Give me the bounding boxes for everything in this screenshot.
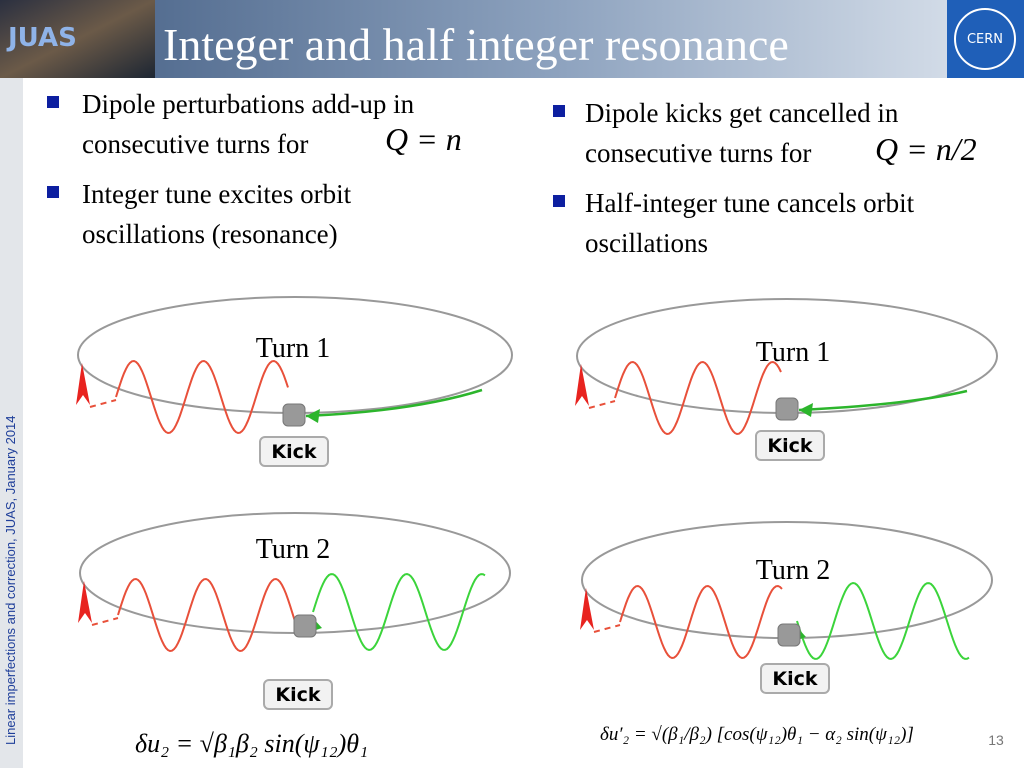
orbit-wave: [115, 359, 289, 435]
bullet-text: consecutive turns for: [82, 129, 308, 159]
kick-box: [760, 663, 830, 694]
kick-label: Kick: [767, 435, 812, 457]
kick-box: [263, 679, 333, 710]
green-orbit: [305, 388, 483, 418]
bullet-marker: [553, 195, 565, 207]
dashed-orbit: [89, 399, 117, 408]
orbit-wave: [614, 360, 782, 436]
bullet-marker: [553, 105, 565, 117]
red-arrow: [575, 364, 589, 406]
red-arrow: [78, 581, 92, 623]
sidebar: [0, 78, 23, 768]
header-band: [0, 0, 1024, 78]
ring: [79, 512, 511, 634]
turn-label: Turn 2: [256, 534, 330, 565]
kick-label: Kick: [271, 441, 316, 463]
cern-ring: [954, 8, 1016, 70]
kick-point: [293, 614, 317, 638]
bullet-text: oscillations (resonance): [82, 219, 338, 249]
bullet-marker: [47, 186, 59, 198]
kick-label: Kick: [772, 668, 817, 690]
dashed-orbit: [588, 400, 616, 409]
bullet-text: oscillations: [585, 228, 708, 258]
green-arrowhead: [799, 403, 813, 417]
turn-label: Turn 2: [756, 555, 830, 586]
page-number: 13: [988, 732, 1004, 748]
bullet-text: Half-integer tune cancels orbit: [585, 188, 915, 218]
kick-box: [755, 430, 825, 461]
kick-box: [259, 436, 329, 467]
inline-math: Q = n/2: [875, 131, 977, 167]
diagrams: Kick Turn 1 Kick Turn 2 Kick Turn 1 Kick Turn 2: [76, 296, 998, 710]
bullets: Dipole perturbations add-up in consecutiv…: [47, 89, 977, 258]
logo-left: JUAS: [6, 23, 77, 53]
bullet-text: Dipole kicks get cancelled in: [585, 98, 899, 128]
bullet-text: Dipole perturbations add-up in: [82, 89, 415, 119]
kick-point: [282, 403, 306, 427]
slide-title: Integer and half integer resonance: [163, 19, 789, 70]
orbit-wave: [619, 584, 783, 660]
turn-label: Turn 1: [756, 337, 830, 368]
kick-point: [775, 397, 799, 421]
dashed-orbit: [91, 617, 119, 626]
turn-label: Turn 1: [256, 333, 330, 364]
kick-point: [777, 623, 801, 647]
header-photo: [0, 0, 155, 78]
inline-math: Q = n: [385, 121, 462, 157]
red-arrow: [580, 588, 594, 630]
logo-right: CERN: [967, 32, 1003, 47]
orbit-wave: [312, 572, 486, 652]
sidebar-text: Linear imperfections and correction, JUA…: [3, 415, 18, 745]
bullet-text: consecutive turns for: [585, 138, 811, 168]
green-orbit: [798, 389, 968, 412]
cern-logo: [947, 0, 1024, 78]
kick-label: Kick: [275, 684, 320, 706]
formula: δu′₂ = √(β₁/β₂) [cos(ψ₁₂)θ₁ − α₂ sin(ψ₁₂…: [600, 724, 914, 745]
orbit-wave: [796, 581, 970, 661]
green-arrowhead: [306, 409, 320, 423]
formula: δu₂ = √β₁β₂ sin(ψ₁₂)θ₁: [135, 729, 368, 758]
orbit-wave: [117, 577, 299, 653]
red-arrow: [76, 363, 90, 405]
bullet-marker: [47, 96, 59, 108]
bullet-text: Integer tune excites orbit: [82, 179, 352, 209]
dashed-orbit: [593, 624, 621, 633]
